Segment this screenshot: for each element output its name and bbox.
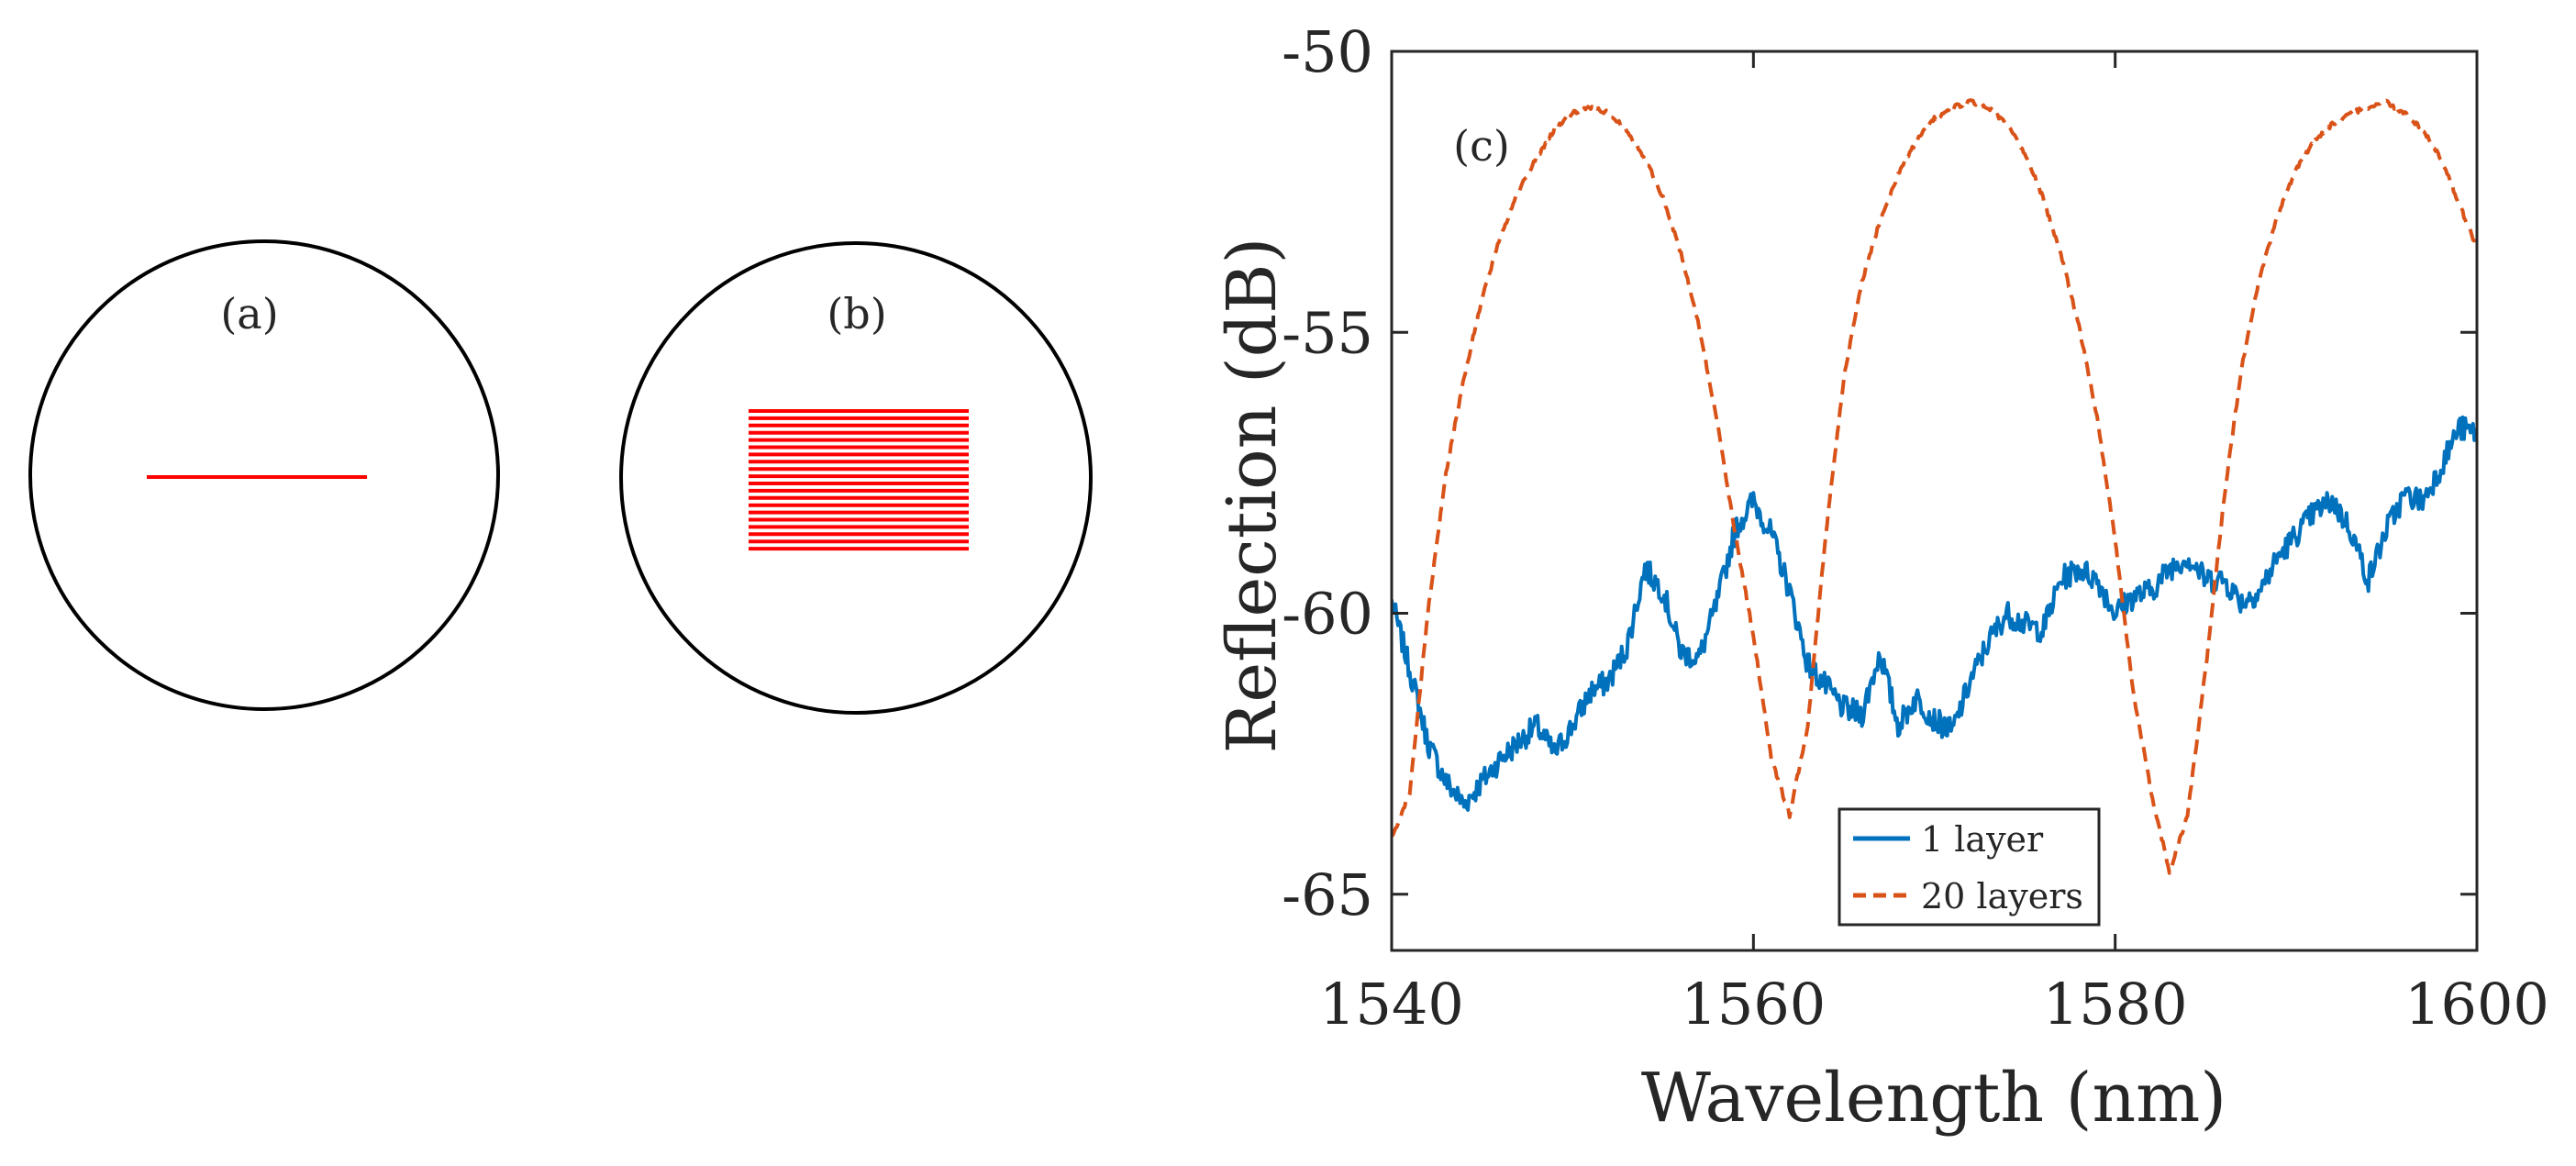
chart-c: 1540 1560 1580 1600 -50 -55 -60 -65 (c) Wavelen… (1213, 18, 2549, 1138)
panel-a-fiber-circle (28, 239, 500, 711)
plot-frame (1390, 50, 2479, 952)
y-tick-label--50: -50 (1282, 18, 1373, 85)
series-layer (1392, 98, 2477, 875)
legend-box (1838, 807, 2101, 927)
series-line-1-layer (1392, 415, 2477, 812)
legend-label-1-layer: 1 layer (1921, 819, 2044, 860)
x-tick-label-1600: 1600 (2404, 971, 2549, 1038)
legend-label-20-layers: 20 layers (1921, 876, 2083, 916)
legend: 1 layer 20 layers (1838, 807, 2101, 927)
x-axis-label: Wavelength (nm) (1641, 1059, 2226, 1138)
panel-b-fiber-circle (619, 241, 1093, 715)
y-tick-label--60: -60 (1282, 581, 1373, 648)
panel-a: (a) (28, 239, 500, 711)
x-tick-label-1580: 1580 (2043, 971, 2188, 1038)
y-tick-label--65: -65 (1282, 861, 1373, 928)
x-tick-label-1560: 1560 (1681, 971, 1826, 1038)
series-line-20-layers (1392, 98, 2477, 875)
x-tick-label-1540: 1540 (1319, 971, 1464, 1038)
ticks-layer: 1540 1560 1580 1600 -50 -55 -60 -65 (1282, 18, 2549, 1038)
plot-area (1392, 51, 2477, 950)
y-tick-label--55: -55 (1282, 299, 1373, 366)
panel-a-label: (a) (220, 289, 278, 339)
panel-b-layer-lines (749, 409, 969, 551)
y-axis-label: Reflection (dB) (1213, 238, 1292, 754)
panel-b-label: (b) (827, 289, 886, 339)
panel-b: (b) (619, 241, 1093, 715)
panel-c-label: (c) (1453, 121, 1510, 171)
